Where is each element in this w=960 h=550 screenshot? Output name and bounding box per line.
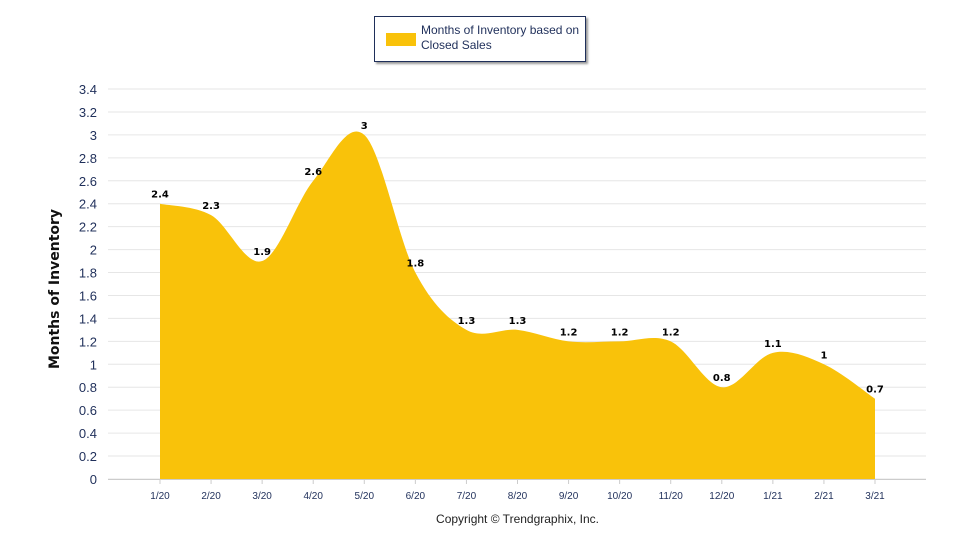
x-tick-label: 9/20	[559, 491, 579, 502]
y-tick-label: 2.8	[79, 151, 97, 166]
x-tick-label: 1/20	[150, 491, 170, 502]
x-tick-label: 7/20	[457, 491, 477, 502]
x-tick-label: 3/20	[252, 491, 272, 502]
y-tick-label: 0.8	[79, 380, 97, 395]
y-tick-label: 1	[90, 357, 97, 372]
legend-label: Months of Inventory based on Closed Sale…	[421, 23, 580, 52]
data-label: 1.2	[560, 327, 578, 338]
y-tick-label: 0.6	[79, 403, 97, 418]
y-tick-label: 3.4	[79, 82, 97, 97]
y-tick-label: 3	[90, 128, 97, 143]
copyright: Copyright © Trendgraphix, Inc.	[436, 512, 599, 526]
data-label: 1.9	[253, 247, 271, 258]
y-tick-label: 1.4	[79, 311, 97, 326]
y-tick-label: 1.2	[79, 334, 97, 349]
data-label: 3	[361, 121, 368, 132]
x-tick-label: 1/21	[763, 491, 783, 502]
data-label: 2.4	[151, 190, 169, 201]
data-label: 0.8	[713, 373, 731, 384]
x-tick-label: 12/20	[709, 491, 734, 502]
y-tick-label: 1.8	[79, 266, 97, 281]
y-tick-label: 3.2	[79, 105, 97, 120]
data-label: 2.3	[202, 201, 220, 212]
y-tick-label: 0	[90, 472, 97, 487]
x-tick-label: 5/20	[355, 491, 375, 502]
y-tick-label: 2	[90, 243, 97, 258]
y-tick-label: 2.6	[79, 174, 97, 189]
data-label: 1.8	[406, 259, 424, 270]
data-label: 1.2	[662, 327, 680, 338]
y-tick-label: 1.6	[79, 288, 97, 303]
data-label: 2.6	[304, 167, 322, 178]
x-tick-label: 8/20	[508, 491, 528, 502]
y-tick-label: 0.2	[79, 449, 97, 464]
y-tick-label: 2.4	[79, 197, 97, 212]
y-tick-label: 0.4	[79, 426, 97, 441]
data-label: 1	[820, 350, 827, 361]
data-label: 0.7	[866, 385, 884, 396]
data-label: 1.1	[764, 339, 782, 350]
y-axis-title: Months of Inventory	[47, 209, 63, 369]
y-tick-label: 2.2	[79, 220, 97, 235]
x-tick-label: 3/21	[865, 491, 885, 502]
legend: Months of Inventory based on Closed Sale…	[374, 16, 586, 62]
data-label: 1.3	[509, 316, 527, 327]
area-series	[160, 131, 875, 480]
x-tick-label: 10/20	[607, 491, 632, 502]
x-tick-label: 6/20	[406, 491, 426, 502]
data-label: 1.3	[458, 316, 476, 327]
data-label: 1.2	[611, 327, 629, 338]
x-tick-label: 4/20	[303, 491, 323, 502]
x-tick-label: 11/20	[659, 491, 684, 502]
legend-swatch	[386, 33, 416, 46]
x-tick-label: 2/20	[201, 491, 221, 502]
x-tick-label: 2/21	[814, 491, 834, 502]
